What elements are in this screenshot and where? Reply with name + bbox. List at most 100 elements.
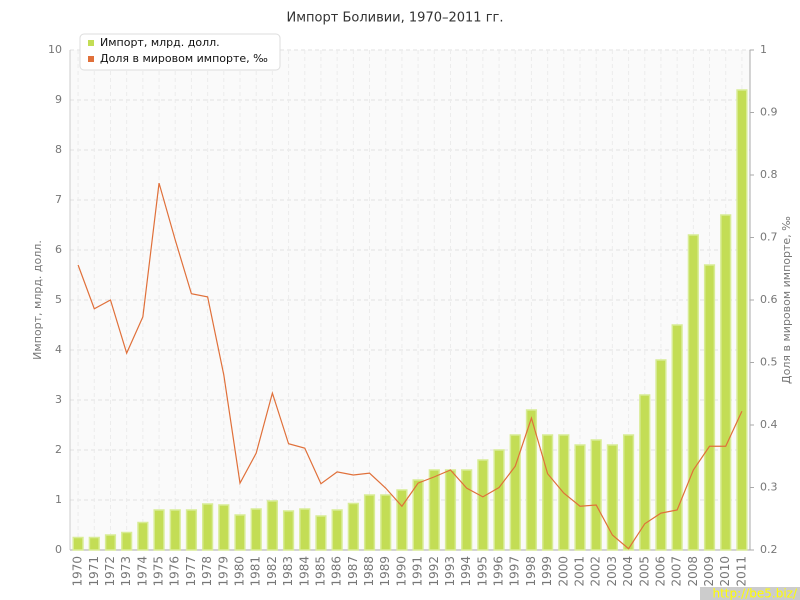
legend-entry: Импорт, млрд. долл.	[100, 36, 220, 49]
x-tick-label: 2011	[734, 556, 748, 587]
bar	[444, 469, 457, 551]
bar	[639, 394, 651, 551]
chart-title: Импорт Боливии, 1970–2011 гг.	[287, 11, 504, 26]
y-tick-label: 7	[55, 193, 62, 206]
x-tick-label: 2001	[573, 556, 587, 587]
x-tick-label: 2004	[621, 556, 635, 587]
x-tick-label: 2003	[605, 556, 619, 587]
bar	[202, 503, 214, 551]
x-tick-label: 1992	[427, 556, 441, 587]
y-tick-label: 2	[55, 443, 62, 456]
x-tick-label: 1971	[87, 556, 101, 587]
bar	[606, 444, 618, 551]
x-tick-label: 1972	[103, 556, 117, 587]
bar	[687, 234, 699, 551]
y2-tick-label: 0.4	[760, 418, 778, 431]
bar	[396, 489, 408, 551]
x-tick-label: 2006	[653, 556, 667, 587]
bar	[218, 504, 230, 551]
bar	[121, 531, 133, 551]
x-tick-label: 2010	[718, 556, 732, 587]
x-tick-label: 1997	[508, 556, 522, 587]
bar	[299, 508, 311, 551]
x-tick-label: 1998	[524, 556, 538, 587]
x-tick-label: 1978	[200, 556, 214, 587]
bar	[622, 434, 635, 551]
bar	[461, 469, 473, 551]
legend-box	[79, 33, 281, 71]
x-tick-label: 1986	[330, 556, 344, 587]
y-tick-label: 9	[55, 93, 62, 106]
bar	[736, 89, 748, 551]
x-tick-label: 1983	[281, 556, 295, 587]
bar	[137, 521, 149, 551]
bar	[347, 502, 359, 551]
bar	[169, 509, 181, 551]
legend-entry: Доля в мировом импорте, ‰	[100, 52, 268, 65]
x-tick-label: 1988	[362, 556, 376, 587]
y2-tick-label: 0.7	[760, 231, 778, 244]
y-tick-label: 1	[55, 493, 62, 506]
x-tick-label: 1991	[411, 556, 425, 587]
bar	[477, 459, 489, 551]
y-tick-label: 6	[55, 243, 62, 256]
x-tick-label: 2002	[589, 556, 603, 587]
x-tick-label: 1981	[249, 556, 263, 587]
y2-tick-label: 0.6	[760, 293, 778, 306]
x-tick-label: 2000	[556, 556, 570, 587]
x-tick-label: 1994	[459, 556, 473, 587]
watermark-bg	[700, 587, 800, 600]
x-tick-label: 1995	[475, 556, 489, 587]
x-tick-label: 1975	[152, 556, 166, 587]
legend-swatch	[88, 40, 94, 46]
y-tick-label: 3	[55, 393, 62, 406]
x-tick-label: 1976	[168, 556, 182, 587]
x-tick-label: 1970	[71, 556, 85, 587]
x-tick-label: 1973	[119, 556, 133, 587]
y2-tick-label: 0.8	[760, 168, 778, 181]
bar	[525, 409, 538, 551]
x-tick-label: 1979	[216, 556, 230, 587]
bar	[315, 515, 327, 551]
x-tick-label: 2008	[686, 556, 700, 587]
y2-tick-label: 0.2	[760, 543, 778, 556]
bar	[282, 510, 295, 551]
y2-tick-label: 0.9	[760, 106, 778, 119]
bar	[509, 434, 521, 551]
bar	[574, 444, 586, 551]
x-tick-label: 1987	[346, 556, 360, 587]
y2-tick-label: 1	[760, 43, 767, 56]
y-tick-label: 8	[55, 143, 62, 156]
x-tick-label: 1989	[378, 556, 392, 587]
bar	[331, 509, 343, 551]
bar	[250, 508, 262, 551]
bar	[655, 359, 667, 551]
x-tick-label: 1993	[443, 556, 457, 587]
bar	[671, 324, 683, 551]
line	[77, 182, 743, 550]
y-tick-label: 4	[55, 343, 62, 356]
x-tick-label: 1999	[540, 556, 554, 587]
x-tick-label: 1984	[297, 556, 311, 587]
y2-axis-label: Доля в мировом импорте, ‰	[780, 216, 793, 384]
x-tick-label: 1985	[313, 556, 327, 587]
y-tick-label: 10	[48, 43, 62, 56]
y2-tick-label: 0.5	[760, 356, 778, 369]
x-tick-label: 2009	[702, 556, 716, 587]
bar	[104, 534, 117, 551]
bar	[542, 434, 554, 551]
x-tick-label: 1980	[233, 556, 247, 587]
x-tick-label: 1990	[394, 556, 408, 587]
x-tick-label: 2007	[670, 556, 684, 587]
bar	[493, 449, 505, 551]
bar	[266, 500, 278, 551]
y2-tick-label: 0.3	[760, 481, 778, 494]
y-tick-label: 0	[55, 543, 62, 556]
watermark: http://be5.biz/	[712, 587, 797, 600]
x-tick-label: 1982	[265, 556, 279, 587]
bar	[720, 214, 732, 551]
bar	[185, 509, 198, 551]
bar	[153, 509, 165, 551]
bar	[590, 439, 602, 551]
